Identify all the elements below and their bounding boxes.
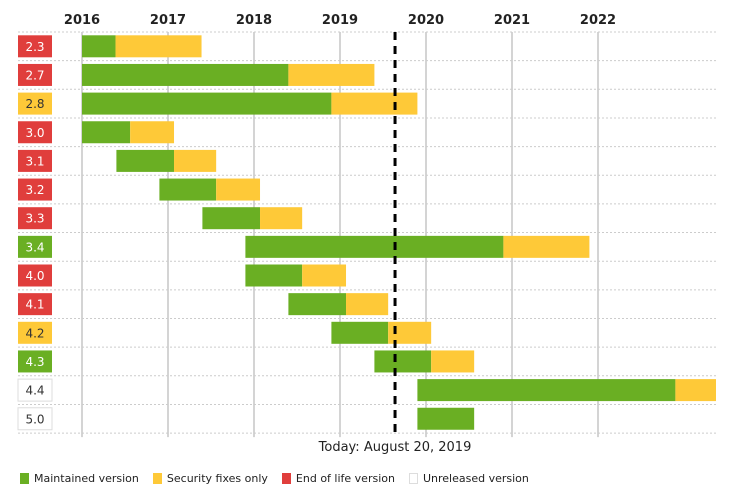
legend-label: Unreleased version [422, 472, 529, 485]
version-label: 3.0 [25, 126, 44, 140]
version-label: 4.0 [25, 269, 44, 283]
bar-security-3.2 [216, 178, 261, 201]
legend-swatch-unreleased [408, 473, 418, 484]
bar-maintained-4.0 [245, 264, 303, 287]
bar-security-3.3 [260, 207, 303, 230]
version-badge-2.3 [18, 35, 52, 58]
legend-label: End of life version [295, 472, 395, 485]
bar-maintained-3.3 [202, 207, 261, 230]
x-tick-label: 2022 [580, 13, 616, 28]
version-badge-3.2 [18, 178, 52, 201]
legend-label: Security fixes only [166, 472, 268, 485]
bar-maintained-2.7 [82, 63, 289, 86]
bar-security-3.4 [503, 235, 590, 258]
bar-maintained-4.3 [374, 350, 432, 373]
bar-maintained-4.1 [288, 293, 347, 316]
bar-security-4.2 [388, 321, 432, 344]
bar-security-4.4 [675, 379, 716, 402]
version-badge-4.2 [18, 321, 52, 344]
version-badge-3.0 [18, 121, 52, 144]
bar-maintained-3.4 [245, 235, 504, 258]
bar-security-4.1 [346, 293, 389, 316]
legend-swatch-security [152, 473, 162, 484]
version-badge-3.3 [18, 207, 52, 230]
bar-maintained-2.3 [82, 35, 116, 58]
version-label: 2.7 [25, 68, 44, 82]
legend-swatch-maintained [20, 473, 29, 484]
bar-security-3.0 [130, 121, 175, 144]
version-badge-4.0 [18, 264, 52, 287]
version-badge-4.4 [17, 378, 53, 402]
version-label: 3.3 [25, 212, 44, 226]
bar-security-2.3 [115, 35, 202, 58]
version-label: 4.2 [25, 326, 44, 340]
legend-item-maintained: Maintained version [20, 472, 139, 485]
bar-security-2.8 [331, 92, 418, 115]
version-label: 5.0 [25, 412, 44, 426]
legend-item-security: Security fixes only [152, 472, 268, 485]
x-tick-label: 2017 [150, 13, 186, 28]
bar-security-3.1 [174, 149, 217, 172]
x-tick-label: 2021 [494, 13, 530, 28]
version-badge-4.3 [18, 350, 52, 373]
bar-maintained-2.8 [82, 92, 332, 115]
x-tick-label: 2016 [64, 13, 100, 28]
version-label: 3.1 [25, 154, 44, 168]
bar-maintained-4.4 [417, 379, 676, 402]
legend-item-eol: End of life version [281, 472, 395, 485]
x-tick-label: 2019 [322, 13, 358, 28]
version-label: 3.4 [25, 240, 44, 254]
version-label: 2.8 [25, 97, 44, 111]
version-label: 4.1 [25, 298, 44, 312]
x-tick-label: 2020 [408, 13, 444, 28]
bar-maintained-3.1 [116, 149, 175, 172]
bar-security-2.7 [288, 63, 375, 86]
version-badge-3.4 [18, 235, 52, 258]
bar-maintained-4.2 [331, 321, 389, 344]
x-tick-label: 2018 [236, 13, 272, 28]
version-badge-5.0 [17, 407, 53, 431]
version-badge-2.8 [18, 92, 52, 115]
version-label: 3.2 [25, 183, 44, 197]
bar-security-4.3 [431, 350, 475, 373]
version-label: 4.4 [25, 384, 44, 398]
today-label: Today: August 20, 2019 [318, 440, 472, 455]
bar-maintained-3.2 [159, 178, 217, 201]
version-badge-4.1 [18, 293, 52, 316]
legend: Maintained version Security fixes only E… [20, 472, 543, 485]
bar-maintained-3.0 [82, 121, 131, 144]
version-badge-2.7 [18, 63, 52, 86]
legend-label: Maintained version [34, 472, 139, 485]
version-badge-3.1 [18, 149, 52, 172]
legend-swatch-eol [281, 473, 291, 484]
bar-maintained-5.0 [417, 407, 475, 430]
version-label: 2.3 [25, 40, 44, 54]
legend-item-unreleased: Unreleased version [408, 472, 529, 485]
bar-security-4.0 [302, 264, 347, 287]
version-label: 4.3 [25, 355, 44, 369]
